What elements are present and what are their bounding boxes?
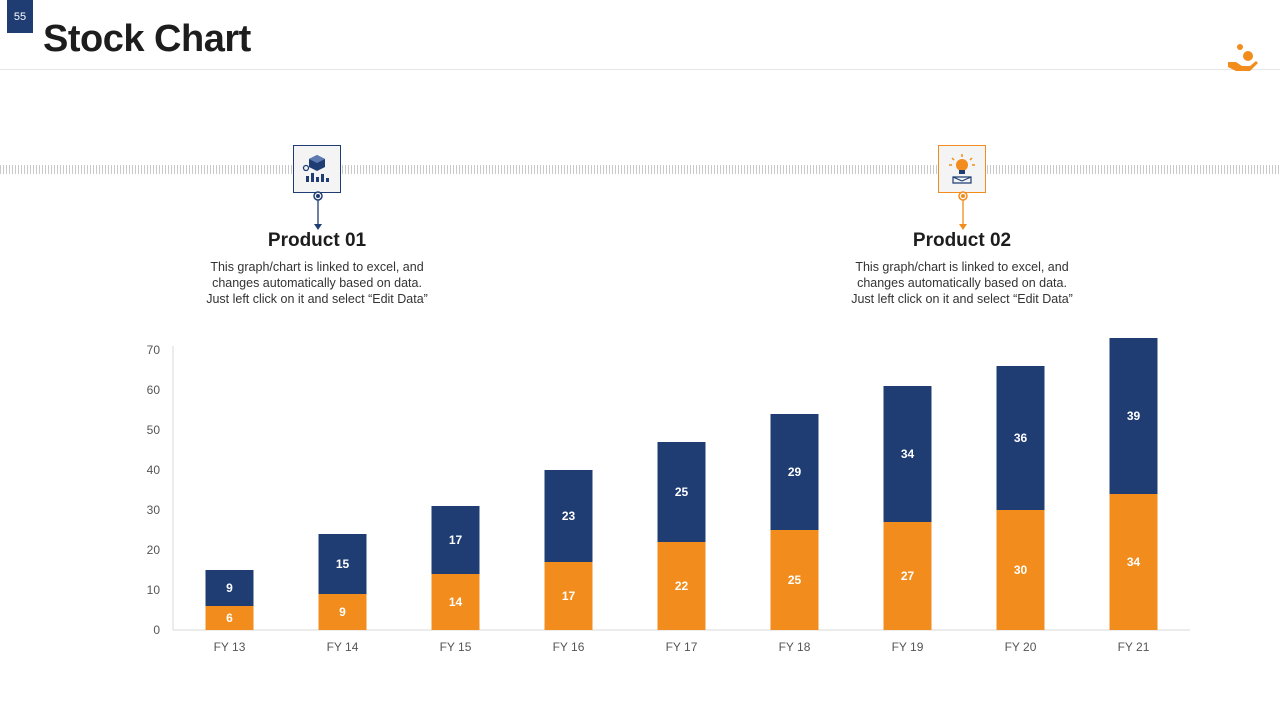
x-tick-label: FY 20 (1005, 640, 1037, 654)
data-label: 17 (449, 533, 463, 547)
y-tick-label: 20 (147, 543, 161, 557)
page-number: 55 (7, 0, 33, 33)
product-02-title: Product 02 (912, 230, 1012, 251)
x-tick-label: FY 13 (214, 640, 246, 654)
bar-segment (318, 534, 367, 594)
data-label: 23 (562, 509, 576, 523)
x-tick-label: FY 17 (666, 640, 698, 654)
bar-segment (770, 414, 819, 530)
timeline-stripe (0, 165, 1280, 174)
bar-segment (1109, 338, 1158, 494)
product-01-title: Product 01 (267, 230, 367, 251)
bar-segment (1109, 494, 1158, 630)
data-label: 34 (901, 447, 915, 461)
y-tick-label: 50 (147, 423, 161, 437)
bar-segment (318, 594, 367, 630)
data-label: 9 (339, 605, 346, 619)
x-tick-label: FY 15 (440, 640, 472, 654)
x-tick-label: FY 19 (892, 640, 924, 654)
product-01-marker (293, 145, 341, 193)
bar-segment (996, 366, 1045, 510)
y-tick-label: 30 (147, 503, 161, 517)
product-analytics-icon (302, 155, 329, 182)
bar-segment (205, 606, 254, 630)
bar-segment (770, 530, 819, 630)
data-label: 25 (675, 485, 689, 499)
data-label: 36 (1014, 431, 1028, 445)
bar-segment (883, 386, 932, 522)
data-label: 30 (1014, 563, 1028, 577)
bar-segment (883, 522, 932, 630)
x-tick-label: FY 14 (327, 640, 359, 654)
product-02-description: This graph/chart is linked to excel, and… (812, 259, 1112, 307)
product-02-description-line: Just left click on it and select “Edit D… (851, 292, 1073, 306)
product-01-description-line: This graph/chart is linked to excel, and (210, 260, 424, 274)
header-divider (0, 69, 1280, 70)
x-tick-label: FY 21 (1118, 640, 1150, 654)
product-02-connector (958, 191, 968, 230)
bar-segment (544, 470, 593, 562)
bar-segment (657, 442, 706, 542)
data-label: 25 (788, 573, 802, 587)
bar-segment (431, 574, 480, 630)
y-tick-label: 60 (147, 383, 161, 397)
data-label: 15 (336, 557, 350, 571)
bar-segment (544, 562, 593, 630)
y-tick-label: 10 (147, 583, 161, 597)
idea-bulb-icon (949, 154, 975, 184)
data-label: 9 (226, 581, 233, 595)
hand-coin-icon (1228, 44, 1258, 71)
bar-segment (657, 542, 706, 630)
data-label: 22 (675, 579, 689, 593)
data-label: 39 (1127, 409, 1141, 423)
page-title: Stock Chart (43, 18, 251, 60)
product-01-description-line: Just left click on it and select “Edit D… (206, 292, 428, 306)
y-tick-label: 70 (147, 343, 161, 357)
bar-segment (996, 510, 1045, 630)
bar-segment (431, 506, 480, 574)
product-01-description-line: changes automatically based on data. (212, 276, 422, 290)
data-label: 27 (901, 569, 915, 583)
data-label: 17 (562, 589, 576, 603)
y-tick-label: 0 (153, 623, 160, 637)
data-label: 29 (788, 465, 802, 479)
product-01-description: This graph/chart is linked to excel, and… (167, 259, 467, 307)
data-label: 14 (449, 595, 463, 609)
data-label: 6 (226, 611, 233, 625)
x-tick-label: FY 18 (779, 640, 811, 654)
product-01-connector (313, 191, 323, 230)
bar-segment (205, 570, 254, 606)
product-02-description-line: This graph/chart is linked to excel, and (855, 260, 1069, 274)
product-02-description-line: changes automatically based on data. (857, 276, 1067, 290)
x-tick-label: FY 16 (553, 640, 585, 654)
data-label: 34 (1127, 555, 1141, 569)
y-tick-label: 40 (147, 463, 161, 477)
